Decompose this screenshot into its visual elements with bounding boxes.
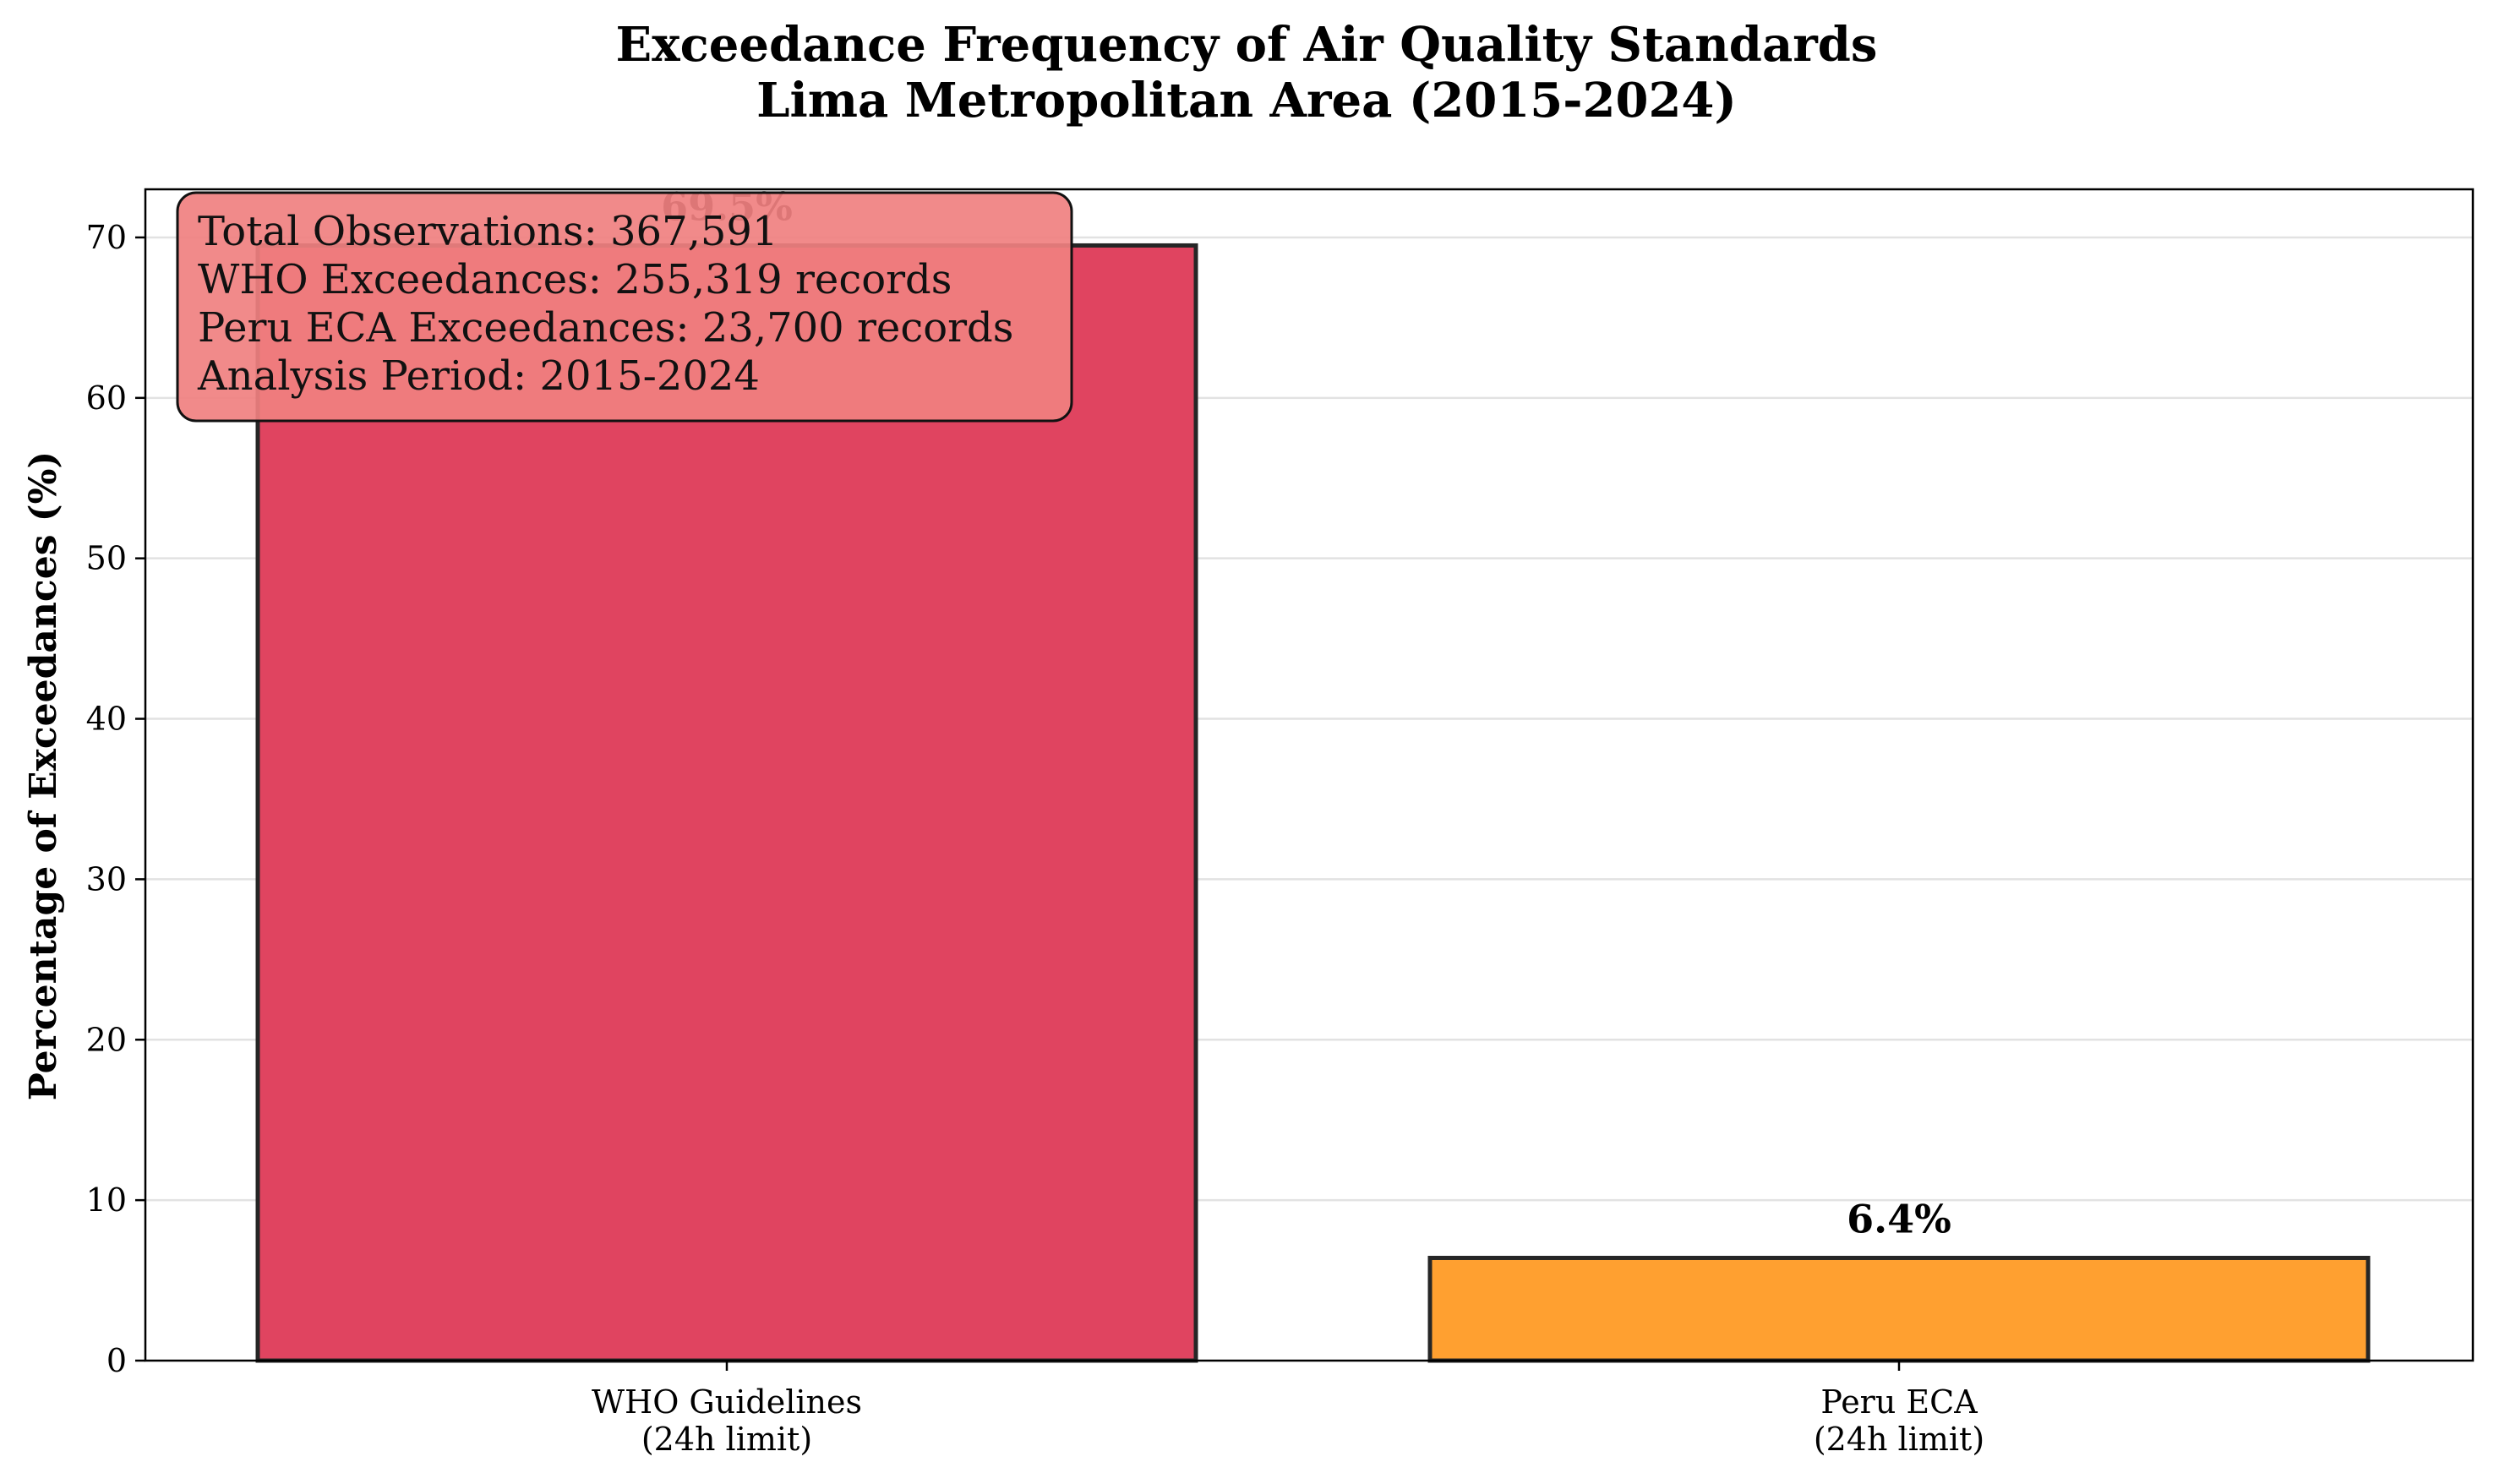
x-axis-ticks: WHO Guidelines(24h limit)Peru ECA(24h li…	[592, 1361, 1984, 1458]
info-line: Analysis Period: 2015-2024	[197, 352, 760, 400]
y-tick-label: 50	[86, 540, 127, 577]
y-axis-label: Percentage of Exceedances (%)	[22, 451, 65, 1101]
y-tick-label: 20	[86, 1021, 127, 1058]
plot-frame	[144, 188, 2475, 1362]
x-tick-label: WHO Guidelines	[592, 1383, 862, 1421]
info-line: WHO Exceedances: 255,319 records	[198, 256, 952, 303]
y-tick-label: 60	[86, 379, 127, 417]
info-box-background	[176, 191, 1073, 423]
x-tick-label: (24h limit)	[1814, 1421, 1984, 1458]
bar	[1427, 1255, 2371, 1363]
y-tick-label: 70	[86, 219, 127, 256]
chart-subtitle: Lima Metropolitan Area (2015-2024)	[756, 73, 1737, 128]
x-tick-label: (24h limit)	[641, 1421, 812, 1458]
info-line: Peru ECA Exceedances: 23,700 records	[198, 304, 1013, 352]
y-tick-label: 0	[106, 1342, 127, 1379]
x-tick-label: Peru ECA	[1820, 1383, 1978, 1421]
y-tick-label: 40	[86, 701, 127, 738]
info-line: Total Observations: 367,591	[198, 208, 778, 255]
y-axis-ticks: 0 10 20 30 40 50 60 70	[86, 219, 145, 1379]
y-tick-label: 30	[86, 860, 127, 897]
bar-value-label: 6.4%	[1847, 1196, 1951, 1241]
chart-title: Exceedance Frequency of Air Quality Stan…	[616, 17, 1878, 73]
y-tick-label: 10	[86, 1181, 127, 1219]
